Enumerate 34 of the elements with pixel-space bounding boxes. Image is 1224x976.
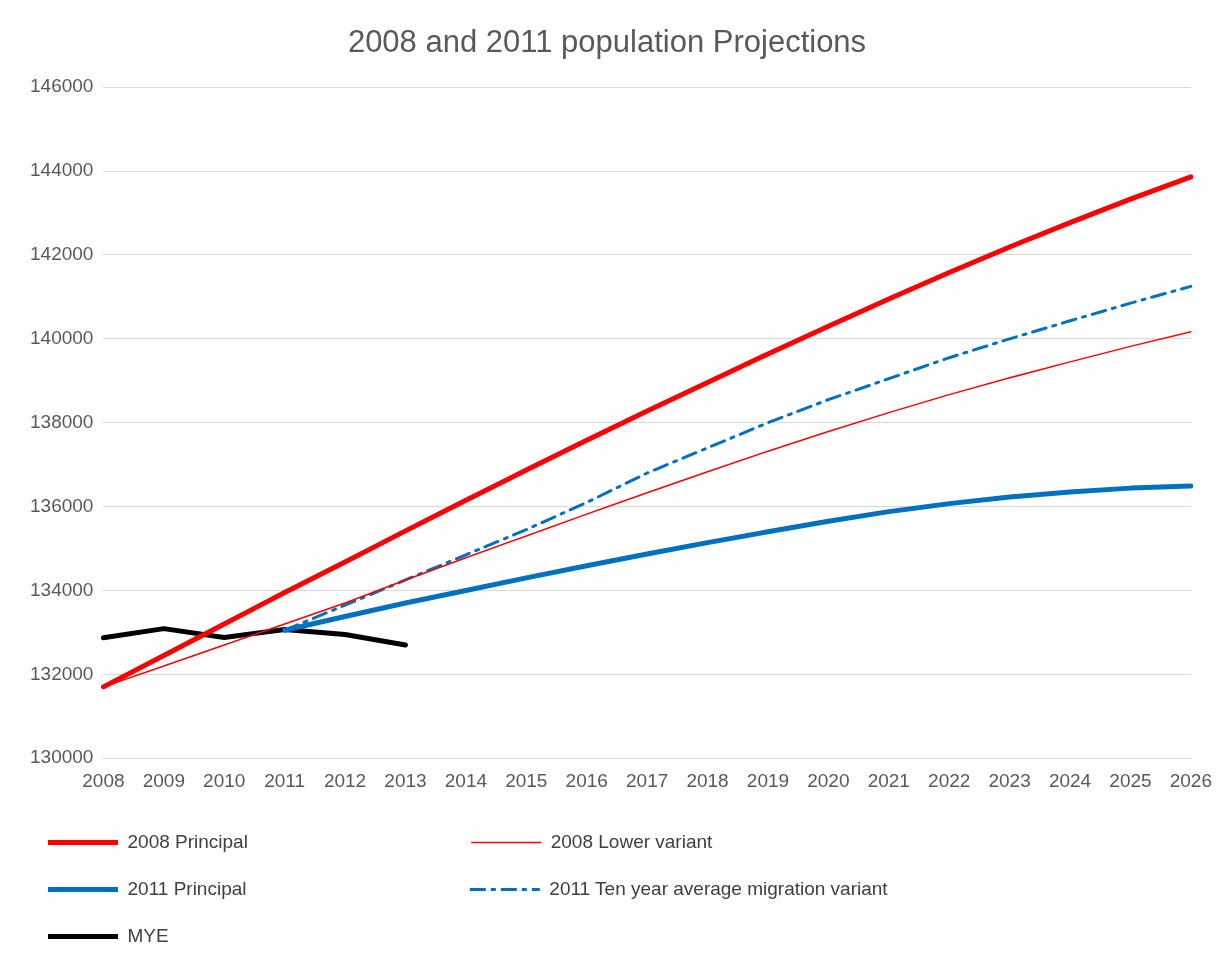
x-tick-label: 2008 bbox=[82, 769, 125, 791]
y-tick-label: 142000 bbox=[30, 243, 94, 265]
legend-label: 2008 Principal bbox=[127, 830, 444, 852]
legend-label: 2008 Lower variant bbox=[550, 830, 871, 852]
x-tick-label: 2019 bbox=[746, 769, 790, 791]
y-tick-label: 138000 bbox=[30, 410, 94, 432]
x-tick-label: 2021 bbox=[867, 769, 910, 791]
x-tick-label: 2022 bbox=[928, 769, 971, 791]
x-tick-label: 2018 bbox=[686, 769, 729, 791]
chart-title: 2008 and 2011 population Projections bbox=[347, 24, 867, 60]
x-tick-label: 2023 bbox=[988, 769, 1031, 791]
legend-label: 2011 Principal bbox=[127, 877, 442, 899]
x-tick-label: 2025 bbox=[1109, 769, 1152, 791]
x-tick-label: 2014 bbox=[444, 769, 488, 791]
y-tick-label: 144000 bbox=[30, 159, 94, 181]
x-tick-label: 2020 bbox=[807, 769, 850, 791]
x-tick-label: 2010 bbox=[203, 769, 246, 791]
x-tick-label: 2015 bbox=[505, 769, 548, 791]
x-tick-label: 2026 bbox=[1169, 769, 1213, 791]
x-tick-label: 2011 bbox=[264, 769, 306, 791]
y-tick-label: 130000 bbox=[30, 746, 94, 768]
x-tick-label: 2016 bbox=[565, 769, 608, 791]
y-tick-label: 146000 bbox=[30, 75, 94, 97]
y-tick-label: 132000 bbox=[30, 662, 94, 684]
x-tick-label: 2012 bbox=[323, 769, 367, 791]
x-tick-label: 2009 bbox=[142, 769, 185, 791]
legend-label: 2011 Ten year average migration variant bbox=[549, 877, 1047, 899]
legend-label: MYE bbox=[127, 924, 460, 946]
x-tick-label: 2017 bbox=[625, 769, 669, 791]
y-tick-label: 140000 bbox=[30, 327, 94, 349]
y-tick-label: 134000 bbox=[30, 578, 94, 600]
x-tick-label: 2013 bbox=[384, 769, 427, 791]
x-tick-label: 2024 bbox=[1048, 769, 1092, 791]
y-tick-label: 136000 bbox=[30, 494, 94, 516]
